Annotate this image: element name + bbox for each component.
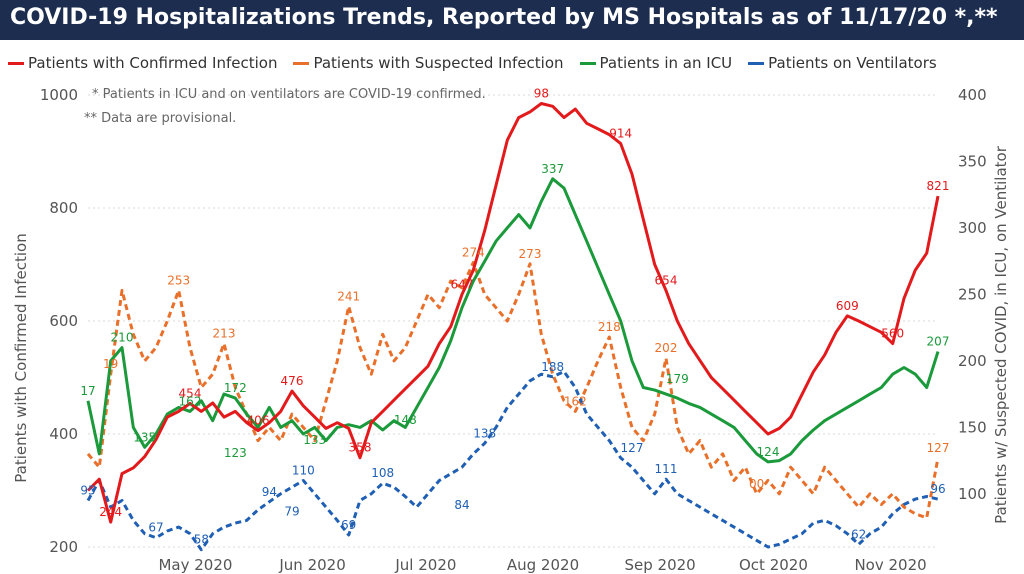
data-label: 96 (930, 482, 945, 496)
y2-tick-label: 100 (958, 485, 987, 503)
note-provisional: ** Data are provisional. (84, 111, 236, 126)
data-label: 95 (80, 483, 95, 497)
data-label: 337 (541, 162, 564, 176)
data-labels: 244 454 406 476 358 647 98 914 654 609 560 821 19 253… (80, 86, 949, 546)
y-axis-ticks: 200 400 600 800 1000 (40, 86, 78, 556)
x-tick-label: Aug 2020 (507, 556, 579, 574)
data-label: 58 (194, 533, 209, 547)
data-label: 67 (148, 521, 163, 535)
data-label: 244 (99, 505, 122, 519)
series-line-patients-in-an-icu (86, 177, 940, 464)
y-tick-label: 200 (49, 538, 78, 556)
chart-title: COVID-19 Hospitalizations Trends, Report… (10, 5, 998, 30)
y-tick-label: 1000 (40, 86, 78, 104)
y2-tick-label: 350 (958, 152, 987, 170)
data-label: 110 (292, 464, 315, 478)
data-label: 127 (621, 441, 644, 455)
data-label: 69 (341, 518, 356, 532)
legend-label-suspected: Patients with Suspected Infection (313, 54, 564, 72)
x-tick-label: Oct 2020 (739, 556, 808, 574)
data-label: 172 (224, 381, 247, 395)
y2-axis-label: Patients w/ Suspected COVID, in ICU, on … (992, 145, 1010, 524)
data-label: 135 (133, 430, 156, 444)
data-label: 62 (851, 527, 866, 541)
y-tick-label: 800 (49, 199, 78, 217)
data-label: 647 (451, 277, 474, 291)
data-label: 609 (836, 299, 859, 313)
data-label: 162 (179, 394, 202, 408)
x-tick-label: May 2020 (158, 556, 232, 574)
data-label: 179 (666, 372, 689, 386)
series-line-patients-on-ventilators (86, 370, 939, 552)
note-icu-ventilators: * Patients in ICU and on ventilators are… (92, 87, 486, 102)
legend-item-confirmed[interactable]: Patients with Confirmed Infection (8, 54, 277, 72)
x-tick-label: Jun 2020 (278, 556, 345, 574)
data-label: 123 (224, 446, 247, 460)
y-tick-label: 400 (49, 425, 78, 443)
legend-swatch-suspected (293, 61, 310, 65)
data-label: 218 (598, 320, 621, 334)
series-line-patients-with-confirmed-infection (86, 102, 940, 524)
series-lines (86, 102, 940, 552)
y2-tick-label: 400 (958, 86, 987, 104)
chart-svg: 200 400 600 800 1000 100 150 200 250 300 350 400 M… (12, 86, 1010, 574)
data-label: 124 (757, 445, 780, 459)
legend-label-icu: Patients in an ICU (599, 54, 733, 72)
legend-label-confirmed: Patients with Confirmed Infection (28, 54, 278, 72)
gridlines (88, 94, 938, 548)
y2-tick-label: 250 (958, 285, 987, 303)
legend-label-ventilators: Patients on Ventilators (768, 54, 937, 72)
x-axis-ticks: May 2020 Jun 2020 Jul 2020 Aug 2020 Sep 2020… (158, 556, 926, 574)
series-line-patients-with-suspected-infection (86, 261, 940, 520)
data-label: 19 (103, 357, 118, 371)
data-label: 188 (541, 360, 564, 374)
legend-swatch-icu (579, 61, 596, 65)
data-label: 914 (609, 127, 632, 141)
title-bar: COVID-19 Hospitalizations Trends, Report… (0, 0, 1024, 40)
y2-axis-ticks: 100 150 200 250 300 350 400 (958, 86, 987, 503)
data-label: 79 (284, 505, 299, 519)
data-label: 202 (655, 341, 678, 355)
y2-tick-label: 300 (958, 219, 987, 237)
data-label: 406 (247, 414, 270, 428)
y-tick-label: 600 (49, 312, 78, 330)
data-label: 454 (179, 386, 202, 400)
data-label: 162 (564, 394, 587, 408)
data-label: 94 (262, 485, 277, 499)
data-label: 358 (349, 441, 372, 455)
data-label: 210 (111, 331, 134, 345)
legend-swatch-confirmed (8, 61, 24, 65)
data-label: 00 (749, 477, 764, 491)
data-label: 476 (281, 374, 304, 388)
x-tick-label: Jul 2020 (394, 556, 456, 574)
data-label: 108 (371, 466, 394, 480)
data-label: 148 (394, 413, 417, 427)
legend-item-suspected[interactable]: Patients with Suspected Infection (293, 54, 564, 72)
data-label: 84 (454, 498, 469, 512)
legend: Patients with Confirmed Infection Patien… (8, 52, 953, 74)
data-label: 273 (519, 247, 542, 261)
legend-item-ventilators[interactable]: Patients on Ventilators (748, 54, 937, 72)
data-label: 133 (303, 433, 326, 447)
data-label: 821 (927, 179, 950, 193)
data-label: 654 (655, 273, 678, 287)
legend-swatch-ventilators (748, 61, 765, 65)
data-label: 138 (473, 426, 496, 440)
y2-tick-label: 200 (958, 352, 987, 370)
data-label: 207 (927, 335, 950, 349)
data-label: 274 (462, 246, 485, 260)
data-label: 17 (80, 384, 95, 398)
x-tick-label: Nov 2020 (854, 556, 926, 574)
data-label: 111 (655, 462, 678, 476)
x-tick-label: Sep 2020 (625, 556, 696, 574)
y2-tick-label: 150 (958, 418, 987, 436)
data-label: 213 (213, 327, 236, 341)
y-axis-label: Patients with Confirmed Infection (12, 233, 30, 482)
data-label: 253 (167, 273, 190, 287)
data-label: 560 (881, 327, 904, 341)
data-label: 241 (337, 289, 360, 303)
data-label: 127 (927, 441, 950, 455)
data-label: 98 (534, 86, 549, 100)
legend-item-icu[interactable]: Patients in an ICU (579, 54, 733, 72)
